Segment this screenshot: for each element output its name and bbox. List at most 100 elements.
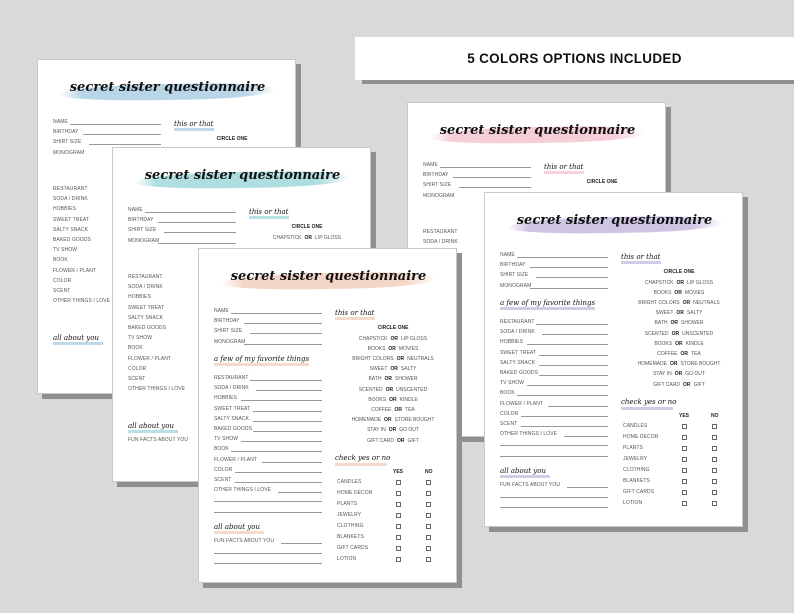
yes-checkbox[interactable] (682, 467, 687, 473)
field-line[interactable] (164, 232, 236, 234)
yes-checkbox[interactable] (682, 456, 687, 462)
field-line[interactable] (231, 313, 322, 314)
field-line[interactable] (517, 257, 608, 258)
field-line[interactable] (567, 487, 608, 488)
option-a[interactable]: HOMEMADE (351, 417, 382, 424)
field-line[interactable] (214, 512, 322, 513)
field-line[interactable] (253, 431, 322, 432)
option-a[interactable]: BATH (368, 376, 382, 383)
option-a[interactable]: BOOKS (368, 396, 387, 403)
option-b[interactable]: NEUTRALS (693, 299, 720, 306)
field-line[interactable] (500, 445, 608, 446)
yes-checkbox[interactable] (682, 423, 687, 429)
field-line[interactable] (70, 124, 161, 125)
field-line[interactable] (243, 323, 322, 325)
yes-checkbox[interactable] (396, 490, 401, 496)
field-line[interactable] (243, 343, 322, 345)
field-line[interactable] (234, 471, 322, 473)
option-a[interactable]: BOOKS (654, 340, 673, 347)
field-line[interactable] (231, 451, 322, 453)
no-checkbox[interactable] (426, 545, 431, 551)
option-a[interactable]: BRIGHT COLORS (352, 355, 394, 362)
yes-checkbox[interactable] (396, 556, 401, 562)
option-b[interactable]: LIP GLOSS (687, 279, 714, 286)
field-line[interactable] (539, 375, 608, 376)
field-line[interactable] (548, 405, 608, 407)
option-b[interactable]: NEUTRALS (407, 355, 434, 362)
field-line[interactable] (253, 410, 322, 412)
option-a[interactable]: STAY IN (367, 427, 386, 434)
yes-checkbox[interactable] (396, 479, 401, 485)
yes-checkbox[interactable] (396, 501, 401, 507)
field-line[interactable] (563, 436, 608, 438)
option-a[interactable]: CHAPSTICK (272, 234, 302, 241)
no-checkbox[interactable] (712, 445, 717, 451)
yes-checkbox[interactable] (396, 534, 401, 540)
field-line[interactable] (500, 456, 608, 457)
option-a[interactable]: SWEET (655, 310, 674, 317)
field-line[interactable] (440, 167, 531, 168)
field-line[interactable] (536, 277, 608, 279)
field-line[interactable] (536, 324, 608, 325)
field-line[interactable] (82, 134, 161, 136)
field-line[interactable] (214, 563, 322, 564)
option-b[interactable]: KINDLE (685, 340, 704, 347)
no-checkbox[interactable] (426, 534, 431, 540)
no-checkbox[interactable] (426, 479, 431, 485)
option-a[interactable]: CHAPSTICK (644, 279, 674, 286)
no-checkbox[interactable] (426, 501, 431, 507)
option-b[interactable]: SHOWER (680, 320, 704, 327)
yes-checkbox[interactable] (682, 434, 687, 440)
no-checkbox[interactable] (426, 512, 431, 518)
option-a[interactable]: BOOKS (653, 289, 672, 296)
field-line[interactable] (459, 187, 531, 189)
option-b[interactable]: KINDLE (399, 396, 418, 403)
no-checkbox[interactable] (712, 467, 717, 473)
option-b[interactable]: TEA (405, 406, 415, 413)
field-line[interactable] (520, 426, 608, 427)
no-checkbox[interactable] (712, 434, 717, 440)
field-line[interactable] (281, 543, 322, 544)
yes-checkbox[interactable] (396, 523, 401, 529)
option-a[interactable]: COFFEE (657, 350, 678, 357)
option-b[interactable]: UNSCENTED (682, 330, 714, 337)
option-b[interactable]: MOVIES (398, 345, 419, 352)
option-b[interactable]: LIP GLOSS (401, 335, 428, 342)
yes-checkbox[interactable] (682, 500, 687, 506)
no-checkbox[interactable] (712, 423, 717, 429)
field-line[interactable] (157, 222, 236, 224)
yes-checkbox[interactable] (396, 512, 401, 518)
option-a[interactable]: HOMEMADE (637, 361, 668, 368)
option-a[interactable]: SWEET (369, 366, 388, 373)
field-line[interactable] (539, 364, 608, 366)
option-b[interactable]: TEA (691, 350, 701, 357)
no-checkbox[interactable] (712, 478, 717, 484)
option-a[interactable]: CHAPSTICK (358, 335, 388, 342)
option-a[interactable]: BATH (654, 320, 668, 327)
option-a[interactable]: GIFT CARD (653, 381, 680, 388)
field-line[interactable] (250, 333, 322, 335)
field-line[interactable] (277, 492, 322, 494)
no-checkbox[interactable] (426, 556, 431, 562)
option-b[interactable]: LIP GLOSS (315, 234, 342, 241)
option-b[interactable]: GIFT (407, 437, 419, 444)
field-line[interactable] (240, 441, 322, 443)
field-line[interactable] (526, 344, 608, 346)
field-line[interactable] (529, 267, 608, 269)
field-line[interactable] (500, 497, 608, 498)
option-b[interactable]: SHOWER (394, 376, 418, 383)
field-line[interactable] (517, 395, 608, 397)
no-checkbox[interactable] (426, 490, 431, 496)
no-checkbox[interactable] (426, 523, 431, 529)
option-a[interactable]: STAY IN (653, 371, 672, 378)
option-a[interactable]: BOOKS (367, 345, 386, 352)
field-line[interactable] (526, 385, 608, 387)
option-b[interactable]: STORE BOUGHT (680, 361, 721, 368)
option-b[interactable]: UNSCENTED (396, 386, 428, 393)
field-line[interactable] (234, 482, 322, 483)
option-a[interactable]: BRIGHT COLORS (638, 299, 680, 306)
field-line[interactable] (145, 212, 236, 213)
field-line[interactable] (214, 501, 322, 502)
field-line[interactable] (542, 334, 608, 336)
field-line[interactable] (240, 400, 322, 402)
